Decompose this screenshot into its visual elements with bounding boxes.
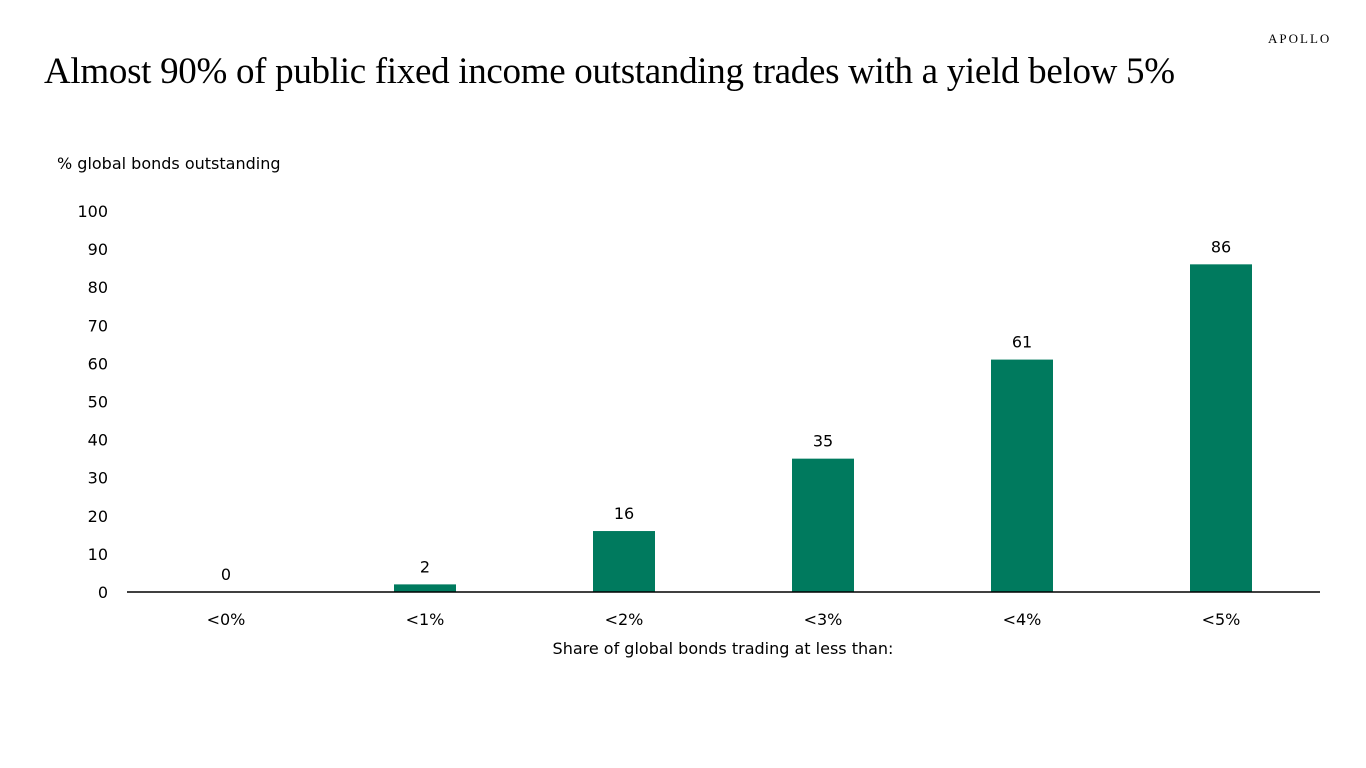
chart-title: Almost 90% of public fixed income outsta…: [44, 51, 1175, 92]
bar: [792, 458, 854, 592]
x-tick-label: <0%: [207, 610, 246, 629]
y-tick-label: 80: [88, 278, 108, 297]
data-label: 35: [813, 432, 833, 451]
bar: [593, 531, 655, 592]
y-tick-label: 50: [88, 393, 108, 412]
apollo-logo: APOLLO: [1268, 31, 1332, 46]
y-tick-label: 10: [88, 545, 108, 564]
y-tick-label: 0: [98, 583, 108, 602]
x-tick-label: <2%: [605, 610, 644, 629]
data-label: 86: [1211, 237, 1231, 256]
data-label: 16: [614, 504, 634, 523]
y-tick-label: 100: [77, 202, 108, 221]
y-tick-label: 30: [88, 469, 108, 488]
bar: [1190, 264, 1252, 592]
x-tick-label: <5%: [1202, 610, 1241, 629]
y-axis-label: % global bonds outstanding: [57, 154, 281, 173]
x-axis-label: Share of global bonds trading at less th…: [553, 639, 894, 658]
y-tick-label: 90: [88, 240, 108, 259]
bar: [394, 584, 456, 592]
data-label: 0: [221, 565, 231, 584]
y-tick-label: 60: [88, 354, 108, 373]
data-label: 2: [420, 557, 430, 576]
x-tick-label: <4%: [1003, 610, 1042, 629]
y-tick-label: 70: [88, 316, 108, 335]
data-label: 61: [1012, 333, 1032, 352]
x-tick-label: <3%: [804, 610, 843, 629]
bar: [991, 359, 1053, 592]
y-tick-label: 40: [88, 431, 108, 450]
x-tick-label: <1%: [406, 610, 445, 629]
y-tick-label: 20: [88, 507, 108, 526]
